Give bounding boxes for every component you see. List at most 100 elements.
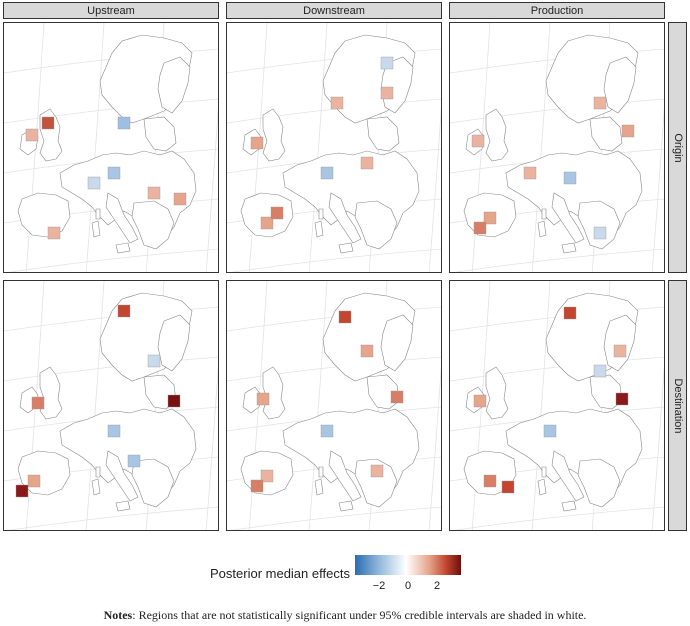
region-sicily xyxy=(561,500,577,512)
region-sicily xyxy=(338,500,354,512)
shaded-region xyxy=(390,390,404,404)
region-sicily xyxy=(115,500,131,512)
shaded-region xyxy=(473,221,487,235)
region-britain xyxy=(39,366,63,420)
region-balkans xyxy=(577,200,621,250)
legend-colorbar xyxy=(355,555,461,575)
region-sicily xyxy=(561,242,577,254)
graticule-meridian xyxy=(651,107,664,272)
shaded-region xyxy=(360,156,374,170)
region-britain xyxy=(262,108,286,162)
graticule-meridian xyxy=(531,281,551,530)
shaded-region xyxy=(330,96,344,110)
legend-tick-neg2 xyxy=(379,575,380,579)
graticule-meridian xyxy=(428,365,441,530)
graticule-meridian xyxy=(205,107,218,272)
shaded-region xyxy=(107,424,121,438)
graticule-parallel xyxy=(8,506,218,530)
map-panel-upstream-origin xyxy=(3,22,219,273)
region-sardinia xyxy=(537,220,547,238)
shaded-region xyxy=(256,392,270,406)
europe-map-svg xyxy=(450,23,664,272)
legend-tick-2 xyxy=(437,575,438,579)
region-sardinia xyxy=(314,478,324,496)
shaded-region xyxy=(47,226,61,240)
graticule-parallel xyxy=(4,98,218,124)
shaded-region xyxy=(250,136,264,150)
shaded-region xyxy=(473,394,487,408)
shaded-region xyxy=(117,116,131,130)
region-corsica xyxy=(318,208,324,220)
column-header-downstream: Downstream xyxy=(226,2,442,19)
region-corsica xyxy=(541,208,547,220)
shaded-region xyxy=(621,124,635,138)
region-balkans xyxy=(354,458,398,508)
region-finland xyxy=(157,314,191,372)
graticule-parallel xyxy=(8,248,218,272)
region-baltics xyxy=(143,116,177,152)
shaded-region xyxy=(501,480,515,494)
shaded-region xyxy=(173,192,187,206)
region-balkans xyxy=(354,200,398,250)
shaded-region xyxy=(523,166,537,180)
region-sicily xyxy=(115,242,131,254)
shaded-region xyxy=(370,464,384,478)
shaded-region xyxy=(360,344,374,358)
shaded-region xyxy=(543,424,557,438)
region-sardinia xyxy=(537,478,547,496)
region-sardinia xyxy=(314,220,324,238)
region-corsica xyxy=(318,466,324,478)
shaded-region xyxy=(15,484,29,498)
region-italy xyxy=(105,450,139,502)
shaded-region xyxy=(320,424,334,438)
region-finland xyxy=(603,314,637,372)
shaded-region xyxy=(87,176,101,190)
europe-map-svg xyxy=(227,281,441,530)
map-panel-downstream-origin xyxy=(226,22,442,273)
region-baltics xyxy=(589,116,623,152)
region-iberia xyxy=(240,192,294,238)
column-header-production: Production xyxy=(449,2,665,19)
region-corsica xyxy=(95,208,101,220)
shaded-region xyxy=(380,56,394,70)
region-iberia xyxy=(17,192,71,238)
graticule-meridian xyxy=(428,107,441,272)
shaded-region xyxy=(270,206,284,220)
graticule-meridian xyxy=(531,23,551,272)
row-header-destination: Destination xyxy=(668,280,687,531)
shaded-region xyxy=(471,134,485,148)
column-header-upstream: Upstream xyxy=(3,2,219,19)
graticule-meridian xyxy=(205,365,218,530)
shaded-region xyxy=(563,171,577,185)
graticule-meridian xyxy=(651,365,664,530)
region-finland xyxy=(603,56,637,114)
legend-tick-label-2: 2 xyxy=(433,580,441,592)
graticule-meridian xyxy=(308,281,328,530)
shaded-region xyxy=(107,166,121,180)
shaded-region xyxy=(380,86,394,100)
map-panel-production-destination xyxy=(449,280,665,531)
europe-map-svg xyxy=(4,281,218,530)
region-finland xyxy=(380,314,414,372)
region-britain xyxy=(485,108,509,162)
region-finland xyxy=(157,56,191,114)
graticule-parallel xyxy=(454,506,664,530)
map-panel-production-origin xyxy=(449,22,665,273)
region-corsica xyxy=(541,466,547,478)
figure-notes: Notes: Regions that are not statisticall… xyxy=(103,608,587,622)
graticule-parallel xyxy=(231,248,441,272)
region-corsica xyxy=(95,466,101,478)
shaded-region xyxy=(260,469,274,483)
shaded-region xyxy=(593,226,607,240)
region-balkans xyxy=(577,458,621,508)
shaded-region xyxy=(27,474,41,488)
graticule-parallel xyxy=(227,356,441,382)
legend-tick-label-0: 0 xyxy=(404,580,412,592)
region-balkans xyxy=(131,200,175,250)
legend-title: Posterior median effects xyxy=(210,566,350,581)
region-sardinia xyxy=(91,478,101,496)
graticule-parallel xyxy=(454,248,664,272)
shaded-region xyxy=(260,216,274,230)
region-italy xyxy=(328,192,362,244)
shaded-region xyxy=(41,116,55,130)
